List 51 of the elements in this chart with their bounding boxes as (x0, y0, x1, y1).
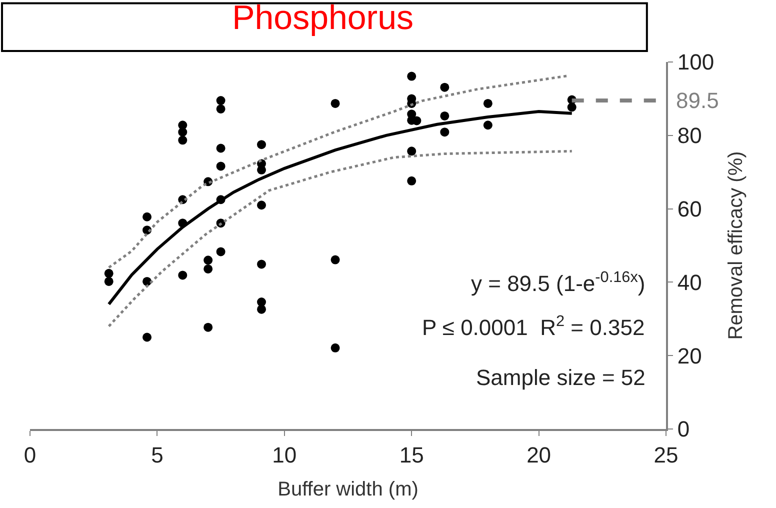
x-tick-label: 10 (272, 442, 297, 468)
point (330, 255, 340, 264)
y-tick-label: 0 (677, 416, 690, 442)
y-tick-label: 20 (677, 343, 702, 368)
point (330, 343, 340, 352)
x-tick-label: 15 (399, 442, 424, 468)
point (142, 332, 152, 342)
point (216, 104, 226, 114)
y-tick-label: 40 (677, 270, 702, 295)
y-axis-title: Removal efficacy (%) (725, 151, 748, 340)
point (567, 102, 576, 112)
point (216, 162, 226, 171)
y-tick-label: 100 (677, 50, 714, 75)
point (104, 268, 114, 278)
point (483, 98, 492, 108)
x-tick-label: 25 (654, 442, 678, 468)
point (407, 176, 416, 186)
point (216, 96, 226, 106)
chart-title: Phosphorus (232, 0, 414, 37)
y-tick-label: 60 (677, 196, 702, 222)
point (204, 264, 213, 274)
point (440, 128, 450, 137)
point (257, 260, 266, 269)
point (440, 82, 450, 92)
point (204, 256, 213, 265)
point (257, 304, 266, 314)
point (142, 212, 152, 222)
point (104, 276, 114, 286)
point (178, 128, 188, 137)
y-tick-label: 80 (677, 123, 702, 148)
point (216, 247, 226, 256)
x-tick-label: 0 (24, 442, 36, 468)
point (257, 140, 266, 150)
point (407, 72, 416, 81)
point (204, 322, 213, 332)
point (407, 146, 416, 156)
ref-line-label: 89.5 (676, 88, 719, 113)
annotation: Sample size = 52 (476, 365, 646, 390)
point (330, 98, 340, 108)
point (178, 270, 188, 280)
point (178, 136, 188, 145)
annotation: P ≤ 0.0001 R$^{2}$ = 0.352 (422, 313, 645, 340)
point (216, 144, 226, 153)
point (257, 298, 266, 307)
x-axis-title: Buffer width (m) (278, 478, 418, 500)
point (440, 111, 450, 120)
x-tick-label: 20 (526, 442, 552, 468)
annotation: y = 89.5 (1-e$^{-0.16x}$) (471, 269, 646, 296)
point (483, 120, 492, 130)
point (257, 200, 266, 210)
x-tick-label: 5 (151, 442, 164, 468)
